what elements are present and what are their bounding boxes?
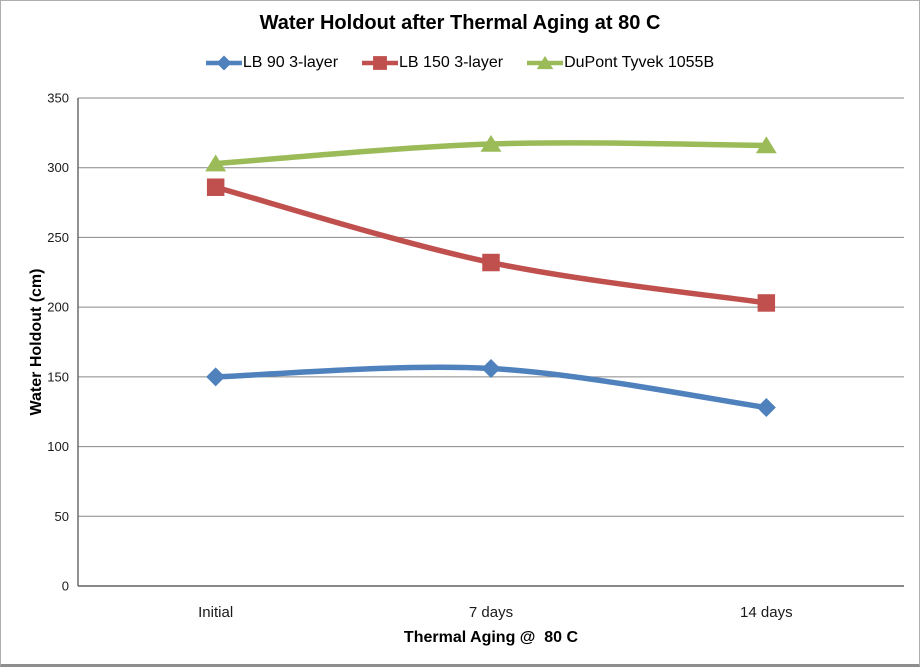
legend-item-lb90: LB 90 3-layer xyxy=(205,52,339,74)
legend-label: LB 90 3-layer xyxy=(242,54,339,71)
square-marker-icon xyxy=(757,294,776,312)
diamond-marker-icon xyxy=(216,55,232,71)
y-axis-title: Water Holdout (cm) xyxy=(28,268,45,416)
legend: LB 90 3-layer LB 150 3-layer DuPont Tyve… xyxy=(1,52,919,74)
square-marker-icon xyxy=(206,178,225,196)
triangle-marker-icon xyxy=(205,154,227,172)
legend-item-tyvek: DuPont Tyvek 1055B xyxy=(527,52,714,74)
y-tick-label: 100 xyxy=(47,439,69,454)
y-tick-label: 350 xyxy=(47,91,69,106)
x-category-label: 14 days xyxy=(740,604,793,621)
series-line-1 xyxy=(212,184,770,306)
chart-title: Water Holdout after Thermal Aging at 80 … xyxy=(259,12,661,34)
y-tick-label: 50 xyxy=(55,509,69,524)
triangle-marker-icon xyxy=(536,55,554,70)
legend-label: LB 150 3-layer xyxy=(399,54,504,71)
legend-item-lb150: LB 150 3-layer xyxy=(362,52,503,74)
diamond-marker-icon xyxy=(481,358,501,378)
diamond-marker-icon xyxy=(756,398,776,418)
y-tick-label: 200 xyxy=(47,300,69,315)
triangle-marker-icon xyxy=(527,55,564,70)
x-category-label: 7 days xyxy=(469,604,513,621)
y-tick-label: 150 xyxy=(47,369,69,384)
diamond-marker-icon xyxy=(206,367,226,387)
y-tick-label: 0 xyxy=(62,579,69,594)
square-marker-icon xyxy=(373,56,387,70)
square-marker-icon xyxy=(362,56,399,70)
x-category-label: Initial xyxy=(198,604,233,621)
x-axis-title: Thermal Aging @ 80 C xyxy=(403,629,579,646)
triangle-marker-icon xyxy=(755,136,777,154)
diamond-marker-icon xyxy=(205,55,242,71)
triangle-marker-icon xyxy=(480,134,502,152)
legend-label: DuPont Tyvek 1055B xyxy=(564,54,715,71)
square-marker-icon xyxy=(482,253,500,272)
y-tick-label: 250 xyxy=(47,230,69,245)
y-tick-label: 300 xyxy=(47,160,69,175)
